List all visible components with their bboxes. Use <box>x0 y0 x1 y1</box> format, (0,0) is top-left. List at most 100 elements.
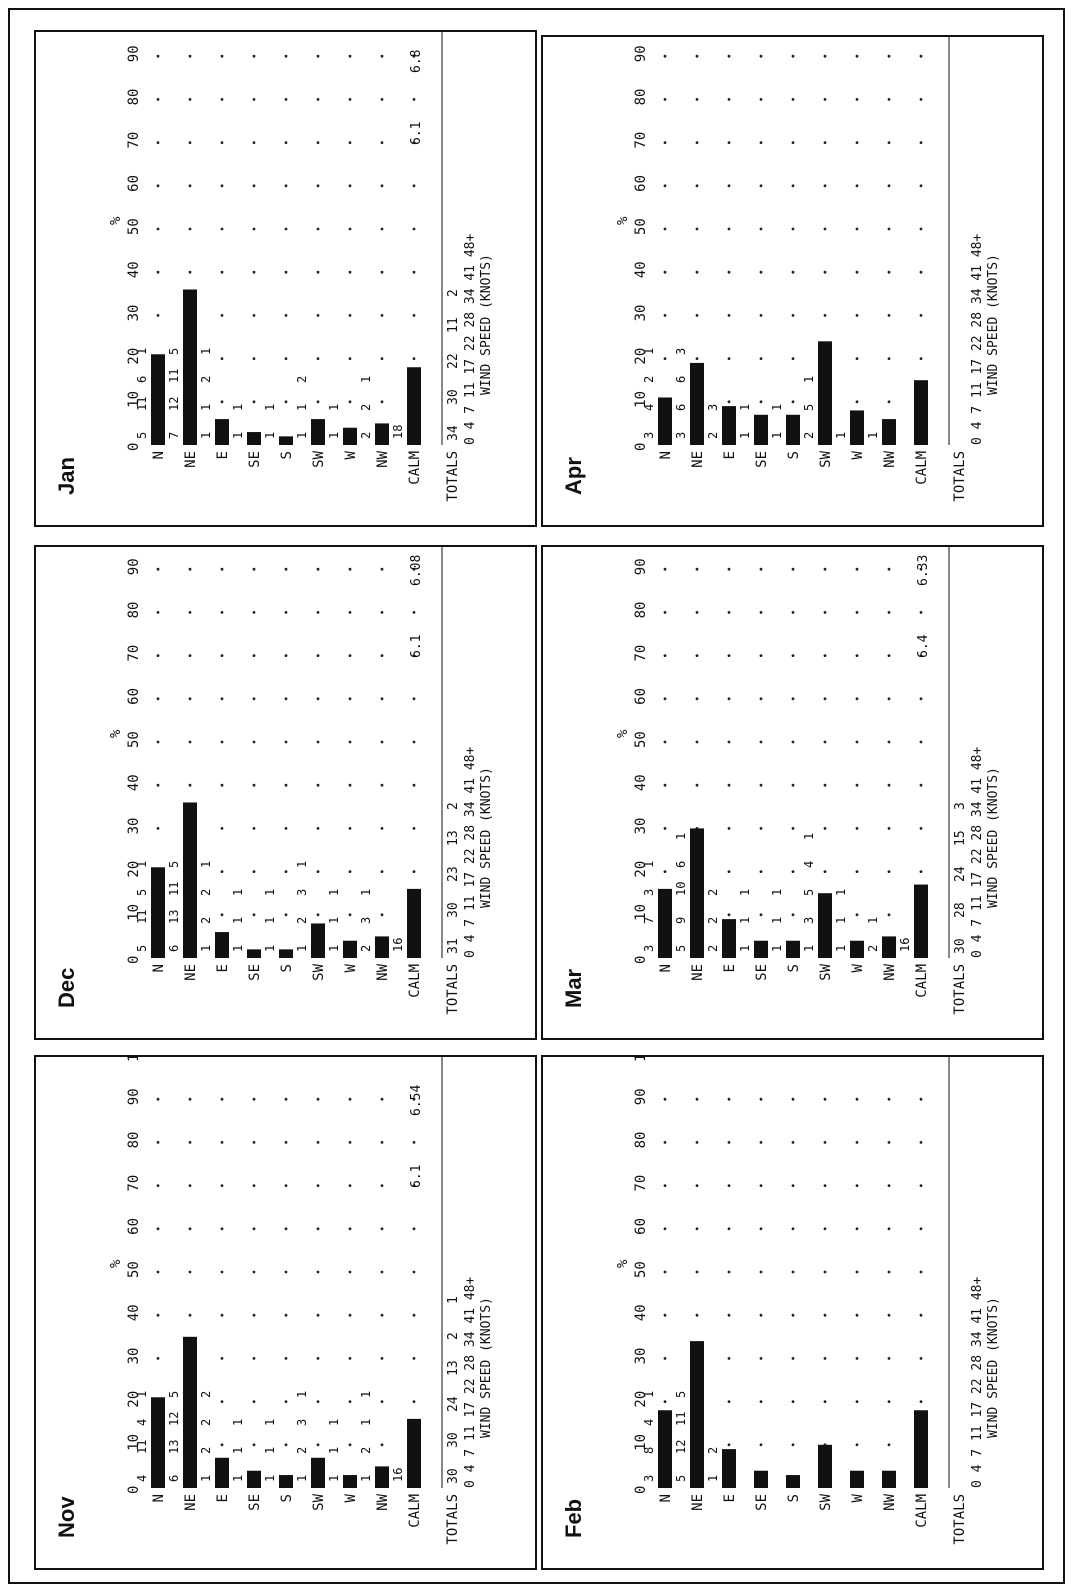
grid-dot <box>316 400 320 404</box>
grid-dot <box>727 567 731 571</box>
speed-class-label: 5 <box>674 1475 688 1482</box>
grid-dot <box>759 697 763 701</box>
percent-tick-label: 30 <box>126 305 142 322</box>
percent-tick-label: 80 <box>633 602 649 619</box>
total-value-label: 22 <box>446 353 461 369</box>
grid-dot <box>380 227 384 231</box>
speed-class-label: 2 <box>295 376 309 383</box>
grid-dot <box>316 783 320 787</box>
speed-class-label: 1 <box>327 1475 341 1482</box>
direction-label: S <box>279 964 295 972</box>
grid-dot <box>791 697 795 701</box>
direction-label: SE <box>247 1494 263 1511</box>
bar <box>407 1418 421 1488</box>
percent-tick-label: 80 <box>126 602 142 619</box>
grid-dot <box>412 313 416 317</box>
grid-dot <box>919 826 923 830</box>
grid-dot <box>855 1443 859 1447</box>
grid-dot <box>919 1356 923 1360</box>
grid-dot <box>348 654 352 657</box>
speed-tick-label: 0 4 7 11 17 22 28 34 41 48+ <box>463 1277 478 1488</box>
grid-dot <box>887 1140 891 1144</box>
grid-dot <box>252 141 256 144</box>
grid-dot <box>412 184 416 188</box>
grid-dot <box>380 1443 384 1447</box>
grid-dot <box>663 1400 667 1403</box>
grid-dot <box>156 1097 160 1101</box>
grid-dot <box>855 1356 859 1360</box>
grid-dot <box>412 740 416 744</box>
speed-class-label: 1 <box>866 432 880 439</box>
speed-class-label: 1 <box>295 1475 309 1482</box>
bar <box>343 940 357 958</box>
grid-dot <box>791 1227 795 1231</box>
speed-class-label: 3 <box>674 432 688 439</box>
bar <box>247 949 261 958</box>
month-label: Apr <box>561 457 586 495</box>
speed-class-label: 9 <box>674 917 688 924</box>
grid-dot <box>823 783 827 787</box>
grid-dot <box>759 826 763 830</box>
grid-dot <box>695 270 699 274</box>
grid-dot <box>284 1400 288 1403</box>
grid-dot <box>855 1227 859 1231</box>
grid-dot <box>919 141 923 144</box>
speed-class-label: 16 <box>391 1468 405 1482</box>
grid-dot <box>284 1270 288 1274</box>
speed-class-label: 1 <box>770 945 784 952</box>
speed-class-label: 1 <box>770 889 784 896</box>
direction-label: CALM <box>914 1494 930 1528</box>
grid-dot <box>663 783 667 787</box>
total-value-label: 2 <box>446 289 461 297</box>
grid-dot <box>348 184 352 188</box>
grid-dot <box>348 1400 352 1403</box>
grid-dot <box>727 313 731 317</box>
direction-label: SE <box>754 451 770 468</box>
speed-class-label: 1 <box>231 945 245 952</box>
grid-dot <box>316 184 320 188</box>
grid-dot <box>791 567 795 571</box>
grid-dot <box>887 870 891 873</box>
grid-dot <box>156 740 160 744</box>
speed-class-label: 1 <box>199 432 213 439</box>
grid-dot <box>919 97 923 101</box>
grid-dot <box>348 826 352 830</box>
grid-dot <box>759 1400 763 1403</box>
percent-tick-label: 50 <box>633 1261 649 1278</box>
grid-dot <box>663 1140 667 1144</box>
grid-dot <box>156 1184 160 1187</box>
grid-dot <box>695 313 699 317</box>
percent-symbol-label: % <box>108 216 124 225</box>
grid-dot <box>156 313 160 317</box>
grid-dot <box>919 1097 923 1101</box>
grid-dot <box>284 697 288 701</box>
grid-dot <box>919 1313 923 1317</box>
bar <box>818 1444 832 1488</box>
speed-class-label: 11 <box>135 910 149 924</box>
grid-dot <box>695 141 699 144</box>
grid-dot <box>759 654 763 657</box>
speed-class-label: 12 <box>674 1440 688 1454</box>
speed-axis-label: WIND SPEED (KNOTS) <box>479 767 494 908</box>
grid-dot <box>252 1313 256 1317</box>
total-value-label: 30 <box>446 1468 461 1484</box>
grid-dot <box>791 184 795 188</box>
grid-dot <box>759 141 763 144</box>
percent-tick-label: 0 <box>126 443 142 451</box>
grid-dot <box>412 1270 416 1274</box>
grid-dot <box>252 567 256 571</box>
grid-dot <box>412 1097 416 1101</box>
direction-label: N <box>151 451 167 459</box>
grid-dot <box>412 697 416 701</box>
speed-class-label: 2 <box>199 917 213 924</box>
speed-class-label: 7 <box>167 432 181 439</box>
speed-class-label: 1 <box>834 945 848 952</box>
grid-dot <box>284 1443 288 1447</box>
grid-dot <box>284 313 288 317</box>
grid-dot <box>252 1140 256 1144</box>
percent-tick-label: 40 <box>126 261 142 278</box>
totals-label: TOTALS <box>952 1494 968 1545</box>
speed-class-label: 1 <box>263 889 277 896</box>
bar <box>658 888 672 958</box>
direction-label: NE <box>690 451 706 468</box>
